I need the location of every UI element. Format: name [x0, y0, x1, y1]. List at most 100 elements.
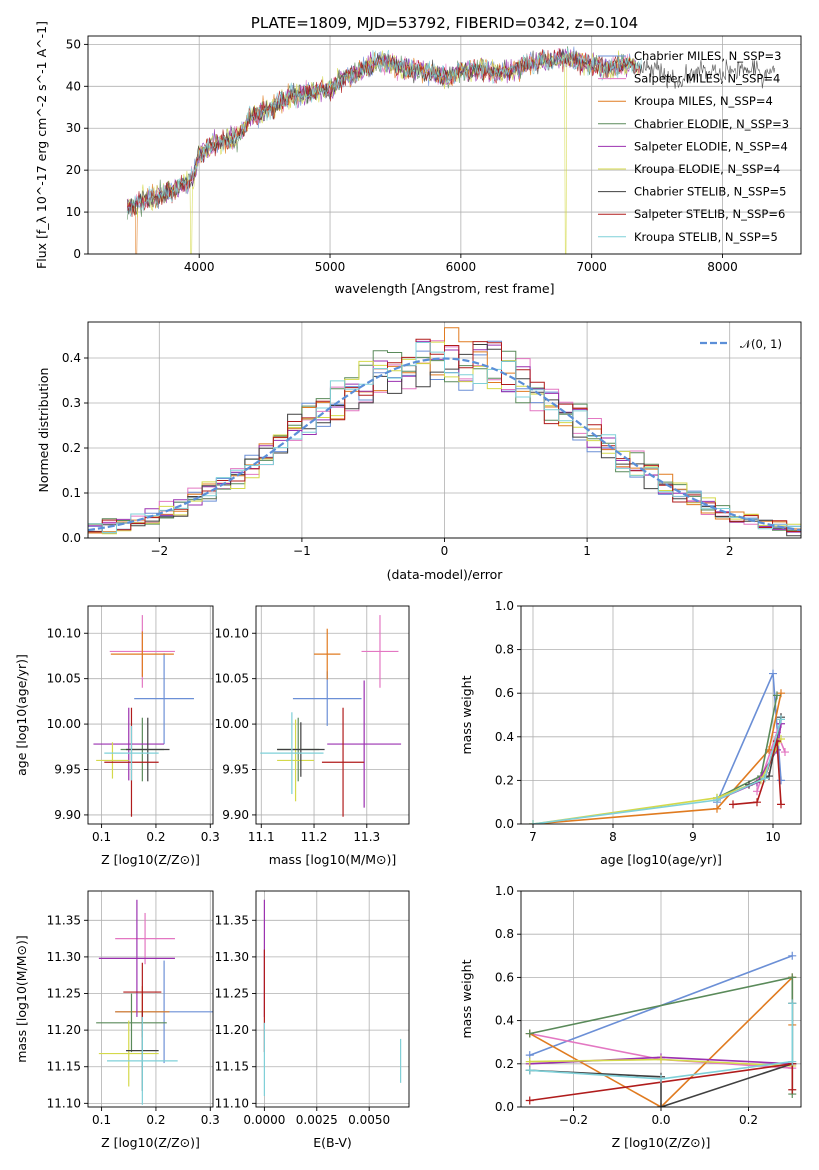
- mass-weight-marker-7: [525, 1096, 534, 1105]
- mass-vs-metallicity-panel: 0.1 0.2 0.3 11.10 11.15 11.20 11.25 11.30 11.35 Z…: [14, 890, 220, 1150]
- x-axis-label: age [log10(age/yr)]: [600, 852, 722, 867]
- x-tick-label: 0.2: [146, 830, 165, 844]
- y-tick-label: 0.4: [495, 730, 514, 744]
- plot-area: [263, 899, 402, 1097]
- mass-weight-marker-8: [788, 1057, 797, 1066]
- mass-weight-marker-7: [777, 800, 785, 809]
- x-tick-label: 0.3: [201, 1113, 220, 1127]
- y-tick-label: 11.25: [215, 987, 249, 1001]
- y-tick-label: 9.90: [54, 808, 81, 822]
- mass-weight-line-5: [532, 738, 782, 824]
- spectrum-line-1: [126, 48, 633, 214]
- x-tick-label: 0.0025: [296, 1113, 338, 1127]
- mass-weight-marker-8: [761, 774, 769, 783]
- axes-frame: [520, 605, 802, 825]
- mass-weight-line-2: [532, 693, 782, 824]
- mass-weight-marker-2: [713, 804, 721, 813]
- mass-weight-marker-5: [657, 1055, 665, 1064]
- y-tick-label: 11.20: [47, 1023, 81, 1037]
- mass-weight-marker-2: [777, 689, 785, 698]
- legend-entry-8: Kroupa STELIB, N_SSP=5: [634, 230, 778, 244]
- plot-area: [88, 327, 801, 537]
- y-tick-label: 10.10: [215, 626, 249, 640]
- y-tick-label: 11.10: [215, 1096, 249, 1110]
- x-tick-label: 11.2: [301, 830, 328, 844]
- y-tick-label: 10: [66, 205, 81, 219]
- x-axis-label: Z [log10(Z/Z⊙)]: [101, 852, 200, 867]
- x-tick-label: 0.1: [92, 830, 111, 844]
- y-tick-label: 9.95: [222, 763, 249, 777]
- plot-area: [529, 669, 789, 824]
- legend-entry-6: Chabrier STELIB, N_SSP=5: [634, 185, 786, 199]
- y-tick-label: 10.05: [47, 672, 81, 686]
- y-axis-label: mass [log10(M/M⊙)]: [14, 935, 29, 1063]
- y-tick-label: 0.2: [62, 441, 81, 455]
- y-tick-label: 10.05: [215, 672, 249, 686]
- x-tick-label: 6000: [446, 260, 477, 274]
- mass-weight-marker-8: [788, 999, 797, 1008]
- y-tick-label: 0.6: [495, 686, 514, 700]
- plot-area: [93, 615, 194, 817]
- mass-weight-marker-8: [525, 1066, 534, 1075]
- y-axis-label: mass weight: [459, 959, 474, 1038]
- y-tick-label: 0.4: [495, 1014, 514, 1028]
- y-tick-label: 11.20: [215, 1023, 249, 1037]
- axes-frame: [87, 890, 214, 1108]
- y-tick-label: 0.2: [495, 1057, 514, 1071]
- mass-weight-marker-0: [777, 776, 785, 785]
- legend-entry-4: Salpeter ELODIE, N_SSP=4: [634, 139, 788, 153]
- x-tick-label: 10: [765, 830, 780, 844]
- axes-frame: [87, 321, 802, 539]
- histogram-step-8: [88, 342, 801, 537]
- chart-title: PLATE=1809, MJD=53792, FIBERID=0342, z=0…: [251, 14, 638, 32]
- y-tick-label: 0.8: [495, 927, 514, 941]
- legend-entry-7: Salpeter STELIB, N_SSP=6: [634, 207, 785, 221]
- legend-entry-0: Chabrier MILES, N_SSP=3: [634, 49, 781, 63]
- mass-weight-marker-5: [525, 1057, 534, 1066]
- y-tick-label: 11.25: [47, 987, 81, 1001]
- y-tick-label: 0.6: [495, 970, 514, 984]
- y-tick-label: 20: [66, 163, 81, 177]
- y-tick-label: 11.30: [215, 950, 249, 964]
- x-tick-label: 7: [529, 830, 537, 844]
- axes-frame: [255, 605, 410, 825]
- x-tick-label: 0.0: [651, 1113, 670, 1127]
- mass-weight-marker-8: [529, 820, 537, 824]
- x-axis-label: wavelength [Angstrom, rest frame]: [334, 281, 554, 296]
- x-tick-label: 2: [726, 544, 734, 558]
- mass-weight-marker-3: [525, 1029, 534, 1038]
- mass-weight-marker-7: [729, 800, 737, 809]
- x-tick-label: −0.2: [559, 1113, 588, 1127]
- y-tick-label: 9.95: [54, 763, 81, 777]
- x-tick-label: 0.3: [201, 830, 220, 844]
- spectrum-line-7: [126, 48, 641, 218]
- mass-weight-vs-metallicity-panel: −0.2 0.0 0.2 0.0 0.2 0.4 0.6 0.8 1.0 Z [log10(Z/Z…: [459, 884, 802, 1150]
- x-tick-label: 4000: [184, 260, 215, 274]
- mass-weight-marker-0: [788, 951, 797, 960]
- plot-area: [96, 899, 213, 1105]
- y-tick-label: 0.2: [495, 773, 514, 787]
- y-tick-label: 0.0: [495, 1100, 514, 1114]
- x-tick-label: 0.0050: [348, 1113, 390, 1127]
- mass-weight-line-8: [529, 1003, 794, 1080]
- mass-weight-marker-7: [753, 798, 761, 807]
- y-tick-label: 11.35: [215, 913, 249, 927]
- mass-weight-marker-7: [788, 1085, 797, 1094]
- y-axis-label: Normed distribution: [36, 368, 51, 493]
- y-tick-label: 11.15: [47, 1060, 81, 1074]
- legend-entry-3: Chabrier ELODIE, N_SSP=3: [634, 117, 789, 131]
- y-tick-label: 0.3: [62, 396, 81, 410]
- x-tick-label: −1: [293, 544, 311, 558]
- spectrum-panel: 4000 5000 6000 7000 8000 0 10 20 30 40 50 PLATE=180…: [34, 14, 802, 296]
- mass-weight-marker-8: [657, 1074, 665, 1083]
- x-tick-label: 0.0000: [243, 1113, 285, 1127]
- x-axis-label: E(B-V): [313, 1135, 352, 1150]
- mass-weight-line-8: [532, 719, 782, 824]
- legend-entry-1: Salpeter MILES, N_SSP=4: [634, 72, 780, 86]
- y-tick-label: 10.10: [47, 626, 81, 640]
- y-tick-label: 50: [66, 37, 81, 51]
- y-tick-label: 11.10: [47, 1096, 81, 1110]
- y-axis-label: mass weight: [459, 675, 474, 754]
- axes-frame: [520, 890, 802, 1108]
- mass-weight-marker-3: [773, 691, 781, 700]
